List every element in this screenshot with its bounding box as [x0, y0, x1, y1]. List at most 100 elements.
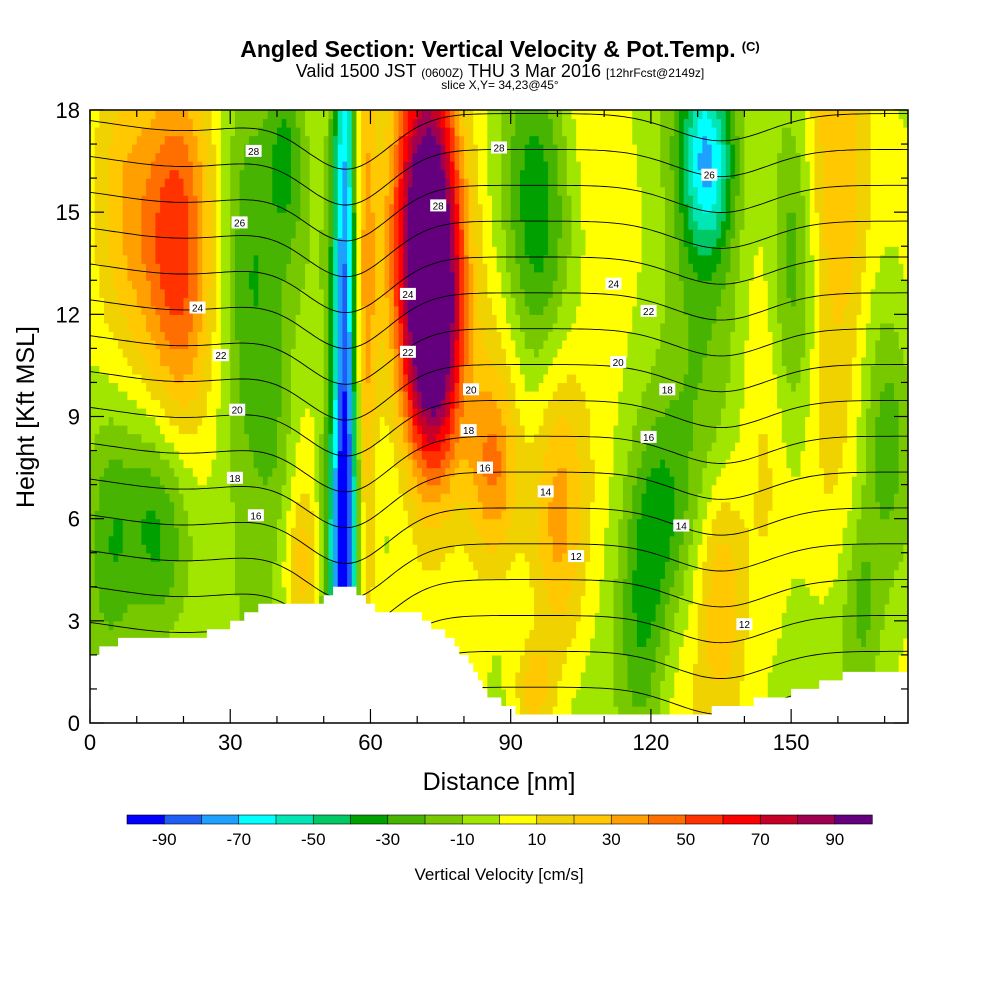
- y-tick-label: 18: [56, 98, 80, 123]
- theta-contour-20: [90, 399, 908, 457]
- contour-label-text: 24: [608, 280, 620, 291]
- x-tick-label: 150: [773, 730, 810, 755]
- colorbar-swatch: [275, 814, 314, 825]
- x-tick-labels: 0 30 60 90 120 150: [84, 730, 810, 755]
- contour-label-text: 12: [571, 552, 583, 563]
- contour-label-text: 22: [402, 348, 414, 359]
- contour-label: 20: [229, 403, 246, 417]
- contour-label-text: 16: [479, 464, 491, 475]
- colorbar-tick-label: 10: [527, 830, 546, 849]
- colorbar-swatch: [797, 814, 836, 825]
- contour-label: 24: [189, 301, 206, 315]
- colorbar-swatch: [759, 814, 799, 825]
- contour-label-text: 16: [643, 433, 655, 444]
- colorbar-swatch: [312, 814, 352, 825]
- contour-label: 26: [701, 168, 718, 182]
- x-axis-label: Distance [nm]: [423, 768, 576, 796]
- contour-label-text: 28: [493, 144, 505, 155]
- contour-label-text: 20: [613, 358, 625, 369]
- contour-label-text: 22: [215, 351, 227, 362]
- colorbar-tick-labels: -90 -70 -50 -30 -10 10 30 50 70 90: [152, 830, 844, 849]
- contour-label: 22: [399, 345, 416, 359]
- contour-label: 22: [640, 304, 657, 318]
- contour-label-text: 18: [229, 474, 241, 485]
- contour-label: 24: [399, 287, 416, 301]
- contour-label: 20: [463, 383, 479, 396]
- theta-contour-22: [90, 328, 908, 385]
- colorbar-swatch: [126, 814, 165, 825]
- colorbar-tick-label: 50: [676, 830, 695, 849]
- valid-time: Valid 1500 JST: [295, 61, 417, 81]
- y-tick-label: 3: [68, 609, 80, 634]
- chart-title-text: Angled Section: Vertical Velocity & Pot.…: [240, 36, 736, 62]
- colorbar-tick-label: 70: [751, 830, 770, 849]
- colorbar-title: Vertical Velocity [cm/s]: [414, 865, 583, 884]
- colorbar-swatch: [610, 814, 650, 825]
- contour-label-text: 18: [463, 426, 475, 437]
- contour-label-text: 22: [643, 307, 655, 318]
- contour-label: 22: [212, 349, 229, 362]
- colorbar: [126, 814, 873, 825]
- theta-contour-15: [90, 579, 908, 636]
- contour-label-text: 24: [402, 290, 414, 301]
- contour-label-text: 12: [739, 620, 751, 631]
- colorbar-tick-label: -30: [376, 830, 401, 849]
- colorbar-swatch: [424, 814, 463, 825]
- colorbar-swatch: [834, 814, 873, 825]
- x-tick-label: 90: [498, 730, 522, 755]
- y-tick-label: 9: [68, 405, 80, 430]
- colorbar-swatch: [685, 814, 724, 825]
- contour-label: 28: [491, 141, 507, 155]
- chart-title-unit: (C): [741, 39, 760, 54]
- colorbar-tick-label: -10: [450, 830, 475, 849]
- colorbar-tick-label: 90: [825, 830, 844, 849]
- theta-contour-19: [90, 435, 908, 493]
- contour-label: 16: [477, 461, 493, 475]
- forecast-info: [12hrFcst@2149z]: [606, 66, 705, 80]
- terrain: [90, 586, 908, 723]
- x-tick-label: 60: [358, 730, 382, 755]
- slice-info: slice X,Y= 34,23@45°: [441, 78, 559, 92]
- colorbar-swatch: [163, 814, 203, 825]
- contour-label: 12: [736, 618, 753, 631]
- colorbar-swatch: [536, 814, 575, 825]
- theta-contour-17: [90, 507, 908, 564]
- x-tick-label: 120: [633, 730, 670, 755]
- contour-label-text: 18: [662, 385, 674, 396]
- colorbar-tick-label: -70: [227, 830, 252, 849]
- theta-contour-24: [90, 256, 908, 314]
- contour-label-text: 20: [232, 406, 244, 417]
- contour-label-text: 26: [704, 171, 716, 182]
- contour-label-text: 14: [540, 487, 552, 498]
- colorbar-swatch: [648, 814, 687, 825]
- colorbar-swatch: [387, 814, 426, 825]
- y-tick-labels: 0 3 6 9 12 15 18: [56, 98, 80, 736]
- contour-label-text: 26: [234, 218, 246, 229]
- contour-label-text: 20: [465, 385, 477, 396]
- chart-title: Angled Section: Vertical Velocity & Pot.…: [0, 36, 1000, 63]
- y-tick-label: 6: [68, 507, 80, 532]
- colorbar-swatch: [350, 814, 389, 825]
- contour-label-text: 28: [433, 201, 445, 212]
- y-tick-label: 15: [56, 200, 80, 225]
- contour-label: 24: [605, 277, 622, 291]
- theta-contour-16: [90, 543, 908, 600]
- contour-label: 18: [226, 471, 243, 485]
- x-tick-label: 30: [218, 730, 242, 755]
- contour-label: 26: [231, 216, 248, 229]
- colorbar-swatch: [238, 814, 277, 825]
- contour-label: 28: [245, 144, 262, 158]
- colorbar-tick-label: -50: [301, 830, 326, 849]
- valid-date: THU 3 Mar 2016: [467, 61, 601, 81]
- contour-label: 14: [673, 519, 690, 533]
- contour-label-text: 24: [192, 304, 204, 315]
- colorbar-swatch: [573, 814, 612, 825]
- colorbar-tick-label: -90: [152, 830, 177, 849]
- chart-subtitle: Valid 1500 JST (0600Z) THU 3 Mar 2016 [1…: [0, 61, 1000, 82]
- theta-contour-23: [90, 292, 908, 349]
- contour-label-text: 14: [676, 522, 688, 533]
- colorbar-tick-label: 30: [602, 830, 621, 849]
- contour-label: 28: [430, 199, 447, 212]
- colorbar-swatch: [722, 814, 761, 825]
- contour-label: 20: [610, 356, 627, 369]
